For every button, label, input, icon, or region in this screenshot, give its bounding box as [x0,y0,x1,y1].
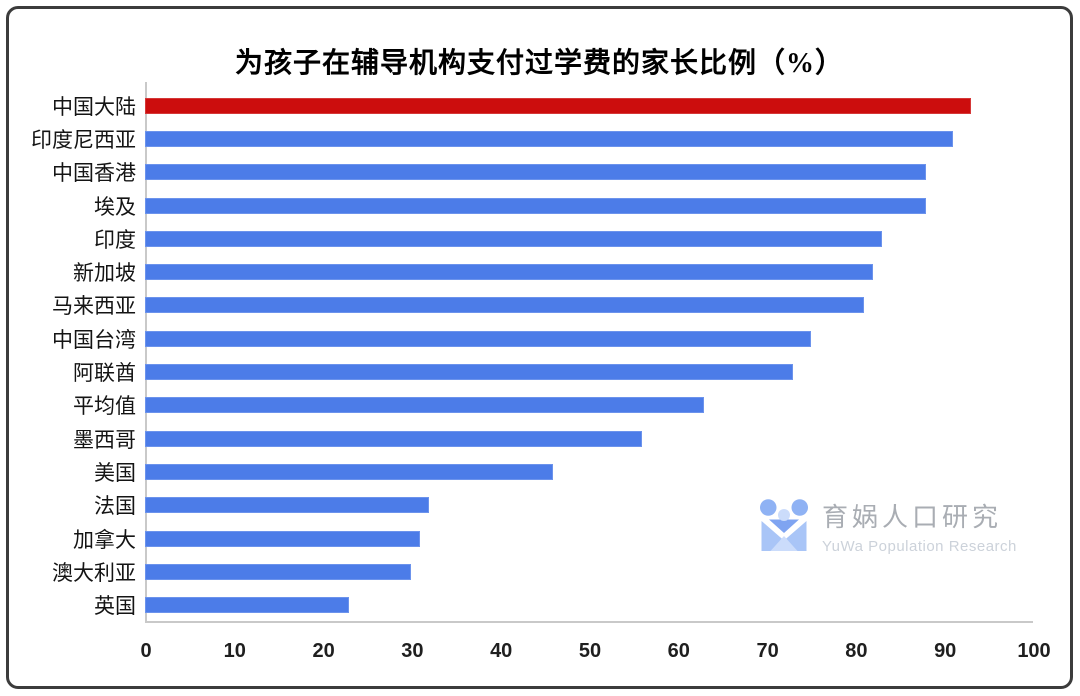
category-label: 墨西哥 [73,427,136,452]
bar-row: 英国 [9,588,1039,621]
x-axis-tick-labels: 0 10 20 30 40 50 60 70 80 90 100 [140,640,1050,664]
bar-row: 中国香港 [9,156,1039,189]
category-label: 印度 [94,227,136,252]
bar-阿联酋 [145,364,794,381]
bar-墨西哥 [145,430,643,447]
category-label: 澳大利亚 [52,560,136,585]
bar-track [145,197,1033,214]
bar-track [145,497,1033,514]
bar-track [145,164,1033,181]
chart-title: 为孩子在辅导机构支付过学费的家长比例（%） [234,48,844,79]
bar-track [145,297,1033,314]
bar-track [145,463,1033,480]
bar-track [145,563,1033,580]
bar-row: 马来西亚 [9,289,1039,322]
bar-中国台湾 [145,330,811,347]
x-tick-label: 90 [934,640,957,662]
x-tick-label: 100 [1017,640,1051,662]
bar-美国 [145,463,554,480]
category-label: 马来西亚 [52,294,136,319]
bar-row: 平均值 [9,389,1039,422]
bar-track [145,597,1033,614]
category-label: 新加坡 [73,261,136,286]
bar-澳大利亚 [145,563,412,580]
bar-row: 美国 [9,455,1039,488]
bar-row: 墨西哥 [9,422,1039,455]
watermark: 育娲人口研究 YuWa Population Research [760,498,1017,558]
x-tick-label: 50 [578,640,602,662]
bar-track [145,230,1033,247]
bar-row: 新加坡 [9,255,1039,288]
category-label: 英国 [94,594,136,619]
category-label: 法国 [94,494,136,519]
x-tick-label: 70 [756,640,779,662]
bar-row: 埃及 [9,189,1039,222]
watermark-name-cn: 育娲人口研究 [822,502,1003,532]
x-tick-label: 30 [401,640,424,662]
bar-新加坡 [145,264,874,281]
bar-track [145,330,1033,347]
x-tick-label: 40 [490,640,513,662]
bar-平均值 [145,397,705,414]
yuwa-family-logo-icon [760,498,808,558]
category-label: 中国大陆 [52,94,136,119]
x-tick-label: 20 [312,640,335,662]
bar-track [145,430,1033,447]
bar-row: 阿联酋 [9,355,1039,388]
bar-中国大陆 [145,97,971,114]
x-tick-label: 0 [140,640,152,662]
bar-track [145,264,1033,281]
bar-row: 印度 [9,222,1039,255]
bar-马来西亚 [145,297,865,314]
bar-印度尼西亚 [145,130,954,147]
bar-中国香港 [145,164,927,181]
bar-row: 加拿大 [9,522,1039,555]
bar-埃及 [145,197,927,214]
bar-印度 [145,230,883,247]
category-label: 中国香港 [52,161,136,186]
category-label: 加拿大 [73,527,136,552]
category-label: 中国台湾 [52,327,136,352]
x-axis-line [145,621,1033,623]
x-tick-label: 80 [845,640,868,662]
bar-row: 法国 [9,489,1039,522]
bar-track [145,97,1033,114]
bar-rows: 中国大陆印度尼西亚中国香港埃及印度新加坡马来西亚中国台湾阿联酋平均值墨西哥美国法… [9,89,1039,622]
bar-row: 澳大利亚 [9,555,1039,588]
watermark-name-en: YuWa Population Research [822,537,1017,555]
bar-track [145,397,1033,414]
bar-track [145,364,1033,381]
bar-row: 中国大陆 [9,89,1039,122]
category-label: 平均值 [73,394,136,419]
bar-row: 中国台湾 [9,322,1039,355]
bar-法国 [145,497,430,514]
watermark-text: 育娲人口研究 YuWa Population Research [822,498,1017,555]
bar-track [145,530,1033,547]
bar-加拿大 [145,530,421,547]
bar-track [145,130,1033,147]
category-label: 阿联酋 [73,361,136,386]
bar-英国 [145,597,350,614]
bar-row: 印度尼西亚 [9,122,1039,155]
chart-card: 为孩子在辅导机构支付过学费的家长比例（%） 中国大陆印度尼西亚中国香港埃及印度新… [6,6,1073,689]
category-label: 美国 [94,460,136,485]
x-tick-label: 10 [223,640,246,662]
category-label: 埃及 [94,194,136,219]
x-tick-label: 60 [667,640,690,662]
y-axis-line [145,82,147,622]
category-label: 印度尼西亚 [31,127,136,152]
